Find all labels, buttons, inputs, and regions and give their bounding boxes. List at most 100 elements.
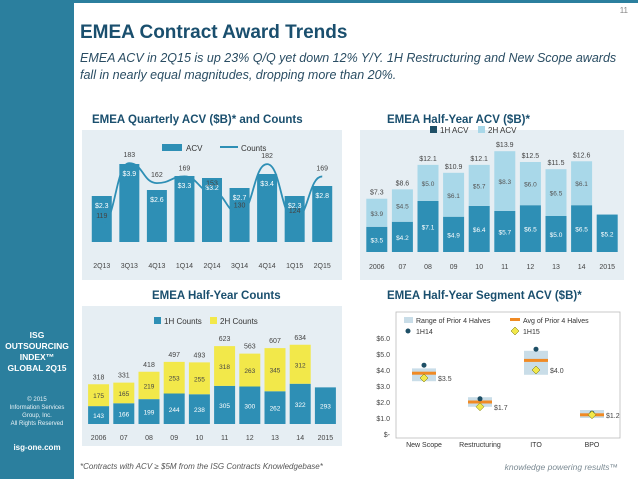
total-count-label: 607 xyxy=(269,338,281,345)
website-link[interactable]: isg-one.com xyxy=(13,443,61,452)
h1-acv-bar xyxy=(519,205,541,252)
h1-count-label: 293 xyxy=(320,404,331,411)
x-tick-label: 1Q15 xyxy=(286,263,303,270)
h2-count-bar xyxy=(163,361,185,394)
counts-line xyxy=(101,162,323,225)
x-tick-label: 4Q14 xyxy=(259,263,276,270)
h1-count-bar xyxy=(289,383,311,424)
h2-count-label: 312 xyxy=(295,362,306,369)
legend-1h14-label: 1H14 xyxy=(416,329,433,336)
h2-count-label: 165 xyxy=(118,391,129,398)
h1-count-bar xyxy=(264,391,286,424)
1h15-marker xyxy=(419,373,429,383)
h1-count-bar xyxy=(113,403,135,424)
h2-count-label: 253 xyxy=(169,376,180,383)
h1-acv-bar xyxy=(468,205,490,252)
halfyear-acv-chart: 1H ACV 2H ACV $3.5 $3.9 $7.3 2006 $4.2 $4.5 $8.6… xyxy=(360,126,624,280)
logo-line: ISG xyxy=(29,330,45,340)
acv-bar xyxy=(91,196,112,242)
h2-acv-bar xyxy=(417,164,439,201)
acv-bar xyxy=(146,190,167,242)
h1-count-bar xyxy=(314,387,336,424)
h1-count-label: 305 xyxy=(219,403,230,410)
h1-count-label: 322 xyxy=(295,402,306,409)
x-tick-label: 2006 xyxy=(369,264,385,271)
1h15-value-label: $1.7 xyxy=(494,405,508,412)
y-tick-label: $6.0 xyxy=(376,336,390,343)
count-label: 153 xyxy=(206,181,218,188)
count-label: 130 xyxy=(234,203,246,210)
x-tick-label: 12 xyxy=(527,264,535,271)
h1-count-bar xyxy=(88,406,110,424)
h1-acv-bar xyxy=(366,226,388,252)
acv-bar-label: $2.6 xyxy=(150,197,164,204)
count-label: 182 xyxy=(261,153,273,160)
h1-acv-bar xyxy=(545,216,567,252)
x-category-label: BPO xyxy=(585,442,600,449)
total-acv-label: $12.5 xyxy=(522,153,540,160)
total-count-label: 634 xyxy=(294,335,306,342)
h2-count-bar xyxy=(88,384,110,407)
x-tick-label: 11 xyxy=(221,435,228,442)
acv-bar-label: $2.3 xyxy=(95,203,109,210)
logo-line: GLOBAL 2Q15 xyxy=(7,363,67,373)
h1-count-label: 166 xyxy=(118,412,129,419)
total-acv-label: $12.1 xyxy=(419,156,437,163)
x-tick-label: 2Q13 xyxy=(93,263,110,270)
x-tick-label: 1Q14 xyxy=(176,263,193,270)
prior-average-marker xyxy=(524,358,548,362)
h2-acv-label: $5.0 xyxy=(422,181,435,188)
h2-count-bar xyxy=(289,344,311,384)
h2-acv-bar xyxy=(468,164,490,206)
legend-range-swatch xyxy=(404,317,413,323)
acv-bar-label: $2.3 xyxy=(288,203,302,210)
x-tick-label: 10 xyxy=(475,264,483,271)
count-label: 169 xyxy=(179,165,191,172)
x-tick-label: 2015 xyxy=(599,264,615,271)
h2-count-bar xyxy=(188,362,210,395)
total-count-label: 563 xyxy=(244,344,256,351)
y-tick-label: $4.0 xyxy=(376,368,390,375)
h2-count-label: 318 xyxy=(219,364,230,371)
legend-acv-label: ACV xyxy=(186,144,203,153)
h2-acv-label: $6.0 xyxy=(524,182,537,189)
h1-count-bar xyxy=(163,393,185,424)
1h14-marker xyxy=(477,396,483,402)
total-count-label: 497 xyxy=(168,352,180,359)
h1-acv-bar xyxy=(494,210,516,252)
x-tick-label: 07 xyxy=(399,264,407,271)
x-tick-label: 07 xyxy=(120,435,128,442)
x-tick-label: 2Q15 xyxy=(314,263,331,270)
h1-acv-label: $5.0 xyxy=(550,232,563,239)
acv-bar xyxy=(119,164,140,242)
legend-range-label: Range of Prior 4 Halves xyxy=(416,318,491,325)
h1-acv-label: $6.5 xyxy=(575,227,588,234)
h2-acv-label: $6.1 xyxy=(575,181,588,188)
x-tick-label: 2015 xyxy=(318,435,334,442)
halfyear-counts-chart-title: EMEA Half-Year Counts xyxy=(152,290,281,302)
h1-acv-label: $7.1 xyxy=(422,224,435,231)
h1-acv-bar xyxy=(571,205,593,252)
y-tick-label: $1.0 xyxy=(376,416,390,423)
h2-acv-bar xyxy=(391,189,413,222)
page-subtitle: EMEA ACV in 2Q15 is up 23% Q/Q yet down … xyxy=(80,51,617,82)
1h14-marker xyxy=(421,362,427,368)
h1-acv-bar xyxy=(596,214,618,252)
x-tick-label: 2Q14 xyxy=(203,263,220,270)
total-count-label: 623 xyxy=(219,336,231,343)
copyright-line: Information Services xyxy=(9,405,65,411)
x-tick-label: 11 xyxy=(501,264,508,271)
h2-acv-label: $4.5 xyxy=(396,204,409,211)
h2-count-label: 175 xyxy=(93,393,104,400)
prior-average-marker xyxy=(412,371,436,375)
h2-count-label: 255 xyxy=(194,376,205,383)
x-tick-label: 3Q14 xyxy=(231,263,248,270)
1h15-value-label: $3.5 xyxy=(438,376,452,383)
total-acv-label: $8.6 xyxy=(396,180,410,187)
legend-2h-swatch xyxy=(478,126,485,133)
legend-2h-label: 2H ACV xyxy=(488,126,517,135)
h2-acv-bar xyxy=(494,151,516,211)
x-tick-label: 4Q13 xyxy=(148,263,165,270)
x-tick-label: 12 xyxy=(246,435,254,442)
h2-count-label: 219 xyxy=(144,383,155,390)
